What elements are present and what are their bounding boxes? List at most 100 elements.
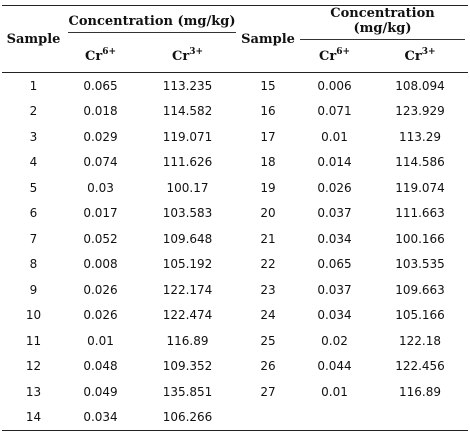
header-cr6-left: Cr6+ bbox=[65, 40, 136, 73]
cr3-cell: 106.266 bbox=[136, 404, 239, 431]
sample-cell: 22 bbox=[260, 257, 276, 272]
sample-cell: 21 bbox=[260, 231, 276, 246]
cr3-cell: 105.166 bbox=[395, 308, 445, 323]
cr6-cell: 0.052 bbox=[83, 231, 118, 246]
cr3-cell: 123.929 bbox=[395, 104, 445, 119]
sample-cell: 26 bbox=[260, 359, 276, 374]
table-row: 2 0.018 114.582 16 0.071 123.929 bbox=[2, 99, 468, 125]
cr3-cell: 113.235 bbox=[162, 78, 213, 93]
sample-cell: 24 bbox=[260, 308, 276, 323]
table-row: 13 0.049 135.851 27 0.01 116.89 bbox=[2, 379, 468, 405]
cr6-cell: 0.008 bbox=[83, 257, 118, 272]
table-row: 4 0.074 111.626 18 0.014 114.586 bbox=[2, 150, 468, 176]
cr3-cell: 119.071 bbox=[162, 129, 213, 144]
sample-cell: 14 bbox=[2, 404, 65, 431]
cr6-cell: 0.049 bbox=[83, 384, 118, 399]
cr3-cell: 100.17 bbox=[166, 180, 209, 195]
table-row: 1 0.065 113.235 15 0.006 108.094 bbox=[2, 73, 468, 99]
cr6-cell: 0.03 bbox=[87, 180, 114, 195]
cr6-base: Cr bbox=[84, 48, 103, 64]
header-cr3-left: Cr3+ bbox=[136, 40, 239, 73]
sample-cell: 16 bbox=[260, 104, 276, 119]
cr6-cell: 0.037 bbox=[317, 282, 352, 297]
cr3-cell: 122.474 bbox=[162, 308, 213, 323]
cr6-cell: 0.02 bbox=[321, 333, 348, 348]
header-sample-left: Sample bbox=[2, 5, 65, 73]
cr6-cell: 0.006 bbox=[317, 78, 352, 93]
cr6-cell: 0.026 bbox=[83, 308, 118, 323]
concentration-table: Sample Concentration (mg/kg) Sample Conc… bbox=[2, 5, 468, 431]
header-concentration-right: Concentration (mg/kg) bbox=[297, 5, 468, 40]
header-concentration-right-label: Concentration (mg/kg) bbox=[300, 6, 465, 40]
table-row: 9 0.026 122.174 23 0.037 109.663 bbox=[2, 277, 468, 303]
sample-cell: 23 bbox=[260, 282, 276, 297]
cr3-cell: 103.535 bbox=[395, 257, 445, 272]
cr3-sup: 3+ bbox=[189, 46, 203, 57]
table-body: 1 0.065 113.235 15 0.006 108.094 2 0.018 114.582… bbox=[2, 73, 468, 431]
header-concentration-left-label: Concentration (mg/kg) bbox=[68, 14, 236, 33]
cr3-cell: 109.663 bbox=[395, 282, 445, 297]
cr3-cell: 103.583 bbox=[162, 206, 213, 221]
sample-cell: 18 bbox=[260, 155, 276, 170]
table-row: 8 0.008 105.192 22 0.065 103.535 bbox=[2, 252, 468, 278]
sample-cell: 17 bbox=[260, 129, 276, 144]
cr3-cell bbox=[372, 404, 468, 431]
cr6-cell: 0.018 bbox=[83, 104, 118, 119]
cr6-cell: 0.071 bbox=[317, 104, 352, 119]
sample-cell bbox=[239, 404, 297, 431]
sample-cell: 25 bbox=[260, 333, 276, 348]
sample-cell: 9 bbox=[29, 282, 38, 297]
sample-cell: 19 bbox=[260, 180, 276, 195]
sample-cell: 20 bbox=[260, 206, 276, 221]
cr3-cell: 116.89 bbox=[166, 333, 209, 348]
sample-cell: 1 bbox=[29, 78, 38, 93]
cr6-cell: 0.034 bbox=[65, 404, 136, 431]
cr6-sup: 6+ bbox=[336, 46, 350, 57]
cr3-cell: 122.456 bbox=[395, 359, 445, 374]
sample-cell: 27 bbox=[260, 384, 276, 399]
cr3-base: Cr bbox=[171, 48, 190, 64]
cr3-sup: 3+ bbox=[421, 46, 436, 57]
cr3-cell: 109.352 bbox=[162, 359, 213, 374]
cr3-cell: 135.851 bbox=[162, 384, 213, 399]
cr3-cell: 114.586 bbox=[395, 155, 445, 170]
sample-cell: 15 bbox=[260, 78, 276, 93]
cr6-cell: 0.01 bbox=[321, 129, 348, 144]
table-row: 12 0.048 109.352 26 0.044 122.456 bbox=[2, 354, 468, 380]
cr6-cell: 0.034 bbox=[317, 308, 352, 323]
cr6-cell: 0.014 bbox=[317, 155, 352, 170]
table-row: 3 0.029 119.071 17 0.01 113.29 bbox=[2, 124, 468, 150]
cr3-cell: 116.89 bbox=[399, 384, 441, 399]
cr6-cell: 0.029 bbox=[83, 129, 118, 144]
sample-cell: 6 bbox=[29, 206, 38, 221]
cr3-cell: 114.582 bbox=[162, 104, 213, 119]
cr3-base: Cr bbox=[404, 48, 422, 64]
table-row: 14 0.034 106.266 bbox=[2, 404, 468, 431]
cr3-cell: 108.094 bbox=[395, 78, 445, 93]
cr3-cell: 113.29 bbox=[399, 129, 441, 144]
cr6-cell: 0.074 bbox=[83, 155, 118, 170]
sample-cell: 8 bbox=[29, 257, 38, 272]
table-row: 11 0.01 116.89 25 0.02 122.18 bbox=[2, 328, 468, 354]
cr6-cell: 0.044 bbox=[317, 359, 352, 374]
sample-cell: 5 bbox=[29, 180, 38, 195]
cr6-cell: 0.048 bbox=[83, 359, 118, 374]
cr3-cell: 111.663 bbox=[395, 206, 445, 221]
table-row: 6 0.017 103.583 20 0.037 111.663 bbox=[2, 201, 468, 227]
cr6-sup: 6+ bbox=[102, 46, 116, 57]
cr6-cell: 0.026 bbox=[317, 180, 352, 195]
cr6-cell bbox=[297, 404, 372, 431]
sample-cell: 10 bbox=[25, 308, 42, 323]
sample-cell: 11 bbox=[25, 333, 42, 348]
cr3-cell: 109.648 bbox=[162, 231, 213, 246]
header-cr3-right: Cr3+ bbox=[372, 40, 468, 73]
sample-cell: 4 bbox=[29, 155, 38, 170]
sample-cell: 2 bbox=[29, 104, 38, 119]
cr6-cell: 0.034 bbox=[317, 231, 352, 246]
sample-cell: 3 bbox=[29, 129, 38, 144]
cr3-cell: 122.18 bbox=[399, 333, 441, 348]
cr3-cell: 100.166 bbox=[395, 231, 445, 246]
cr6-cell: 0.065 bbox=[83, 78, 118, 93]
cr6-cell: 0.065 bbox=[317, 257, 352, 272]
